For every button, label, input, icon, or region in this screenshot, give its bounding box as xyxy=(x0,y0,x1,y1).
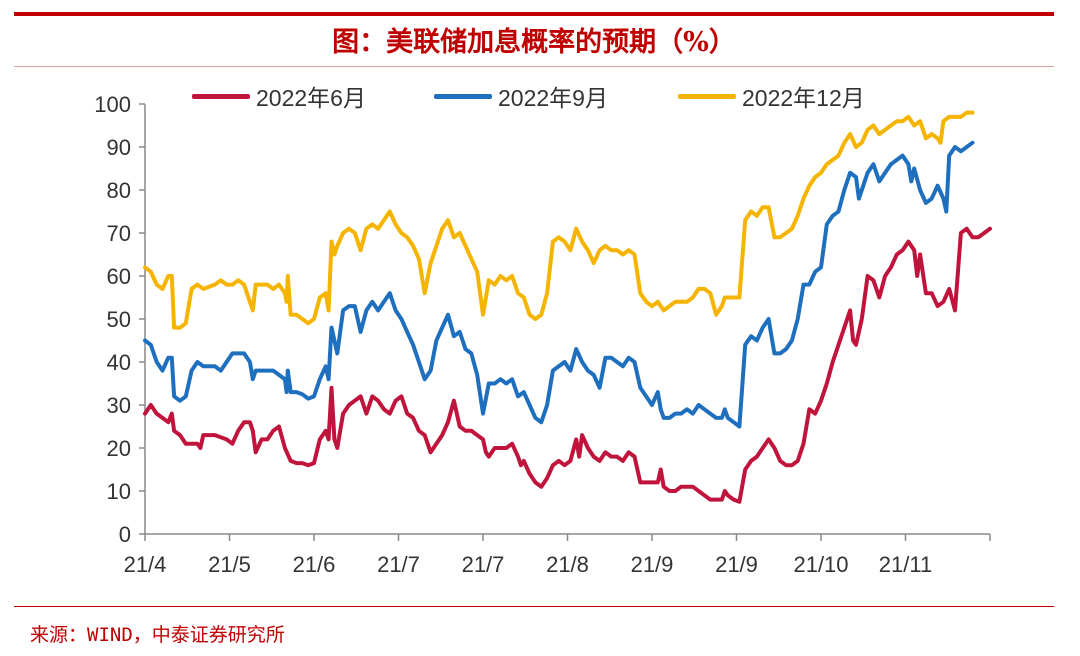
x-tick-label-2: 21/6 xyxy=(293,552,336,577)
series-line-1 xyxy=(143,140,975,429)
x-tick-label-9: 21/11 xyxy=(879,552,932,577)
series-line-2 xyxy=(143,110,975,330)
x-tick-label-6: 21/9 xyxy=(631,552,674,577)
chart-legend: 2022年6月 2022年9月 2022年12月 xyxy=(0,78,1080,114)
title-rule xyxy=(14,66,1054,67)
legend-swatch-dec-2022 xyxy=(678,93,736,99)
x-tick-label-4: 21/7 xyxy=(462,552,505,577)
legend-swatch-jun-2022 xyxy=(192,93,250,99)
legend-swatch-sep-2022 xyxy=(434,93,492,99)
y-tick-label-4: 40 xyxy=(107,350,131,375)
x-tick-label-7: 21/9 xyxy=(715,552,758,577)
legend-label-dec-2022: 2022年12月 xyxy=(742,85,865,111)
y-tick-label-7: 70 xyxy=(107,221,131,246)
legend-label-jun-2022: 2022年6月 xyxy=(256,85,366,111)
source-note: 来源：WIND，中泰证券研究所 xyxy=(30,624,285,646)
x-tick-label-0: 21/4 xyxy=(124,552,167,577)
y-tick-label-6: 60 xyxy=(107,264,131,289)
legend-label-sep-2022: 2022年9月 xyxy=(498,85,608,111)
y-tick-label-8: 80 xyxy=(107,178,131,203)
y-tick-label-2: 20 xyxy=(107,436,131,461)
legend-item-jun-2022: 2022年6月 xyxy=(192,78,366,114)
y-tick-label-9: 90 xyxy=(107,135,131,160)
legend-item-dec-2022: 2022年12月 xyxy=(678,78,865,114)
bottom-rule xyxy=(14,606,1054,607)
chart-lines xyxy=(143,110,992,504)
y-tick-label-0: 0 xyxy=(119,522,131,547)
top-rule xyxy=(14,12,1054,16)
x-tick-label-1: 21/5 xyxy=(208,552,251,577)
y-tick-label-5: 50 xyxy=(107,307,131,332)
x-tick-label-5: 21/8 xyxy=(546,552,589,577)
chart-axes: 0 10 20 30 40 50 60 70 80 90 100 21/4 21/5 21/6 21/7 21… xyxy=(94,92,991,577)
y-tick-label-10: 100 xyxy=(94,92,131,117)
chart-title: 图：美联储加息概率的预期（%） xyxy=(332,27,736,58)
x-tick-label-3: 21/7 xyxy=(377,552,420,577)
series-line-0 xyxy=(143,226,992,504)
y-tick-label-3: 30 xyxy=(107,393,131,418)
y-tick-label-1: 10 xyxy=(107,479,131,504)
legend-item-sep-2022: 2022年9月 xyxy=(434,78,608,114)
x-tick-label-8: 21/10 xyxy=(793,552,848,577)
